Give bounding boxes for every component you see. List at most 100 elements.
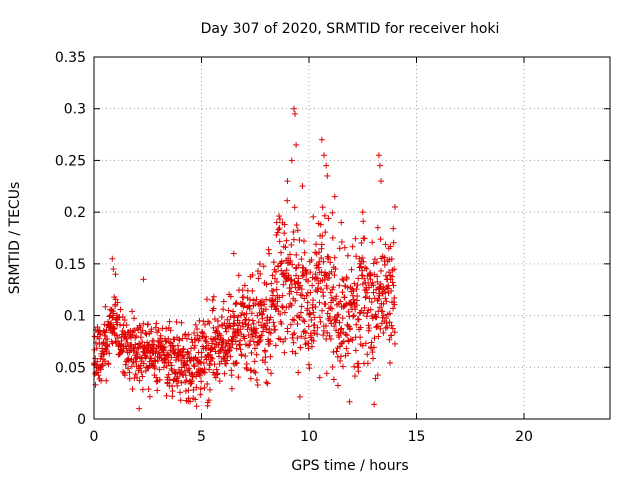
data-point <box>272 326 279 333</box>
data-point <box>266 250 273 257</box>
data-point <box>339 289 346 296</box>
data-point <box>93 345 100 352</box>
data-point <box>301 249 308 256</box>
data-point <box>206 386 213 393</box>
data-point <box>271 323 278 330</box>
data-point <box>136 405 143 412</box>
data-point <box>214 318 221 325</box>
data-point <box>137 362 144 369</box>
data-point <box>327 305 334 312</box>
data-point <box>386 256 393 263</box>
data-point <box>110 266 117 273</box>
data-point <box>331 193 338 200</box>
data-point <box>206 320 213 327</box>
data-point <box>196 371 203 378</box>
data-point <box>210 305 217 312</box>
data-point <box>221 355 228 362</box>
data-point <box>316 314 323 321</box>
data-point <box>109 255 116 262</box>
data-point <box>328 305 335 312</box>
data-point <box>377 325 384 332</box>
data-point <box>319 307 326 314</box>
data-point <box>350 296 357 303</box>
data-point <box>382 288 389 295</box>
data-point <box>364 360 371 367</box>
data-point <box>305 278 312 285</box>
data-point <box>245 321 252 328</box>
data-point <box>375 296 382 303</box>
data-point <box>344 284 351 291</box>
data-point <box>302 329 309 336</box>
data-point <box>370 355 377 362</box>
data-point <box>259 297 266 304</box>
data-point <box>105 361 112 368</box>
data-point <box>169 393 176 400</box>
data-point <box>293 251 300 258</box>
data-point <box>214 371 221 378</box>
data-point <box>370 344 377 351</box>
data-point <box>295 369 302 376</box>
data-point <box>119 313 126 320</box>
data-point <box>312 271 319 278</box>
data-point <box>330 284 337 291</box>
data-point <box>386 310 393 317</box>
data-point <box>338 219 345 226</box>
data-point <box>276 225 283 232</box>
data-point <box>151 363 158 370</box>
data-point <box>94 324 101 331</box>
data-point <box>360 218 367 225</box>
data-point <box>313 241 320 248</box>
data-point <box>294 321 301 328</box>
data-point <box>156 366 163 373</box>
data-point <box>232 301 239 308</box>
data-point <box>281 230 288 237</box>
data-point <box>243 366 250 373</box>
data-point <box>200 359 207 366</box>
data-point <box>237 346 244 353</box>
data-point <box>256 338 263 345</box>
data-point <box>206 366 213 373</box>
data-point <box>332 266 339 273</box>
data-point <box>276 294 283 301</box>
data-point <box>229 333 236 340</box>
data-point <box>382 295 389 302</box>
data-point <box>240 303 247 310</box>
data-point <box>119 348 126 355</box>
data-point <box>284 328 291 335</box>
data-point <box>153 378 160 385</box>
data-point <box>371 401 378 408</box>
data-point <box>327 336 334 343</box>
data-point <box>259 315 266 322</box>
data-point <box>197 385 204 392</box>
data-point <box>283 237 290 244</box>
data-point <box>264 380 271 387</box>
data-point <box>338 239 345 246</box>
data-point <box>308 343 315 350</box>
data-point <box>320 327 327 334</box>
data-point <box>333 293 340 300</box>
data-point <box>140 276 147 283</box>
data-point <box>351 280 358 287</box>
data-point <box>322 323 329 330</box>
data-point <box>302 341 309 348</box>
data-point <box>289 316 296 323</box>
data-point <box>278 258 285 265</box>
data-point <box>162 355 169 362</box>
data-point <box>166 339 173 346</box>
data-point <box>365 322 372 329</box>
data-point <box>287 321 294 328</box>
data-point <box>359 209 366 216</box>
y-tick-label: 0.2 <box>64 205 86 221</box>
data-point <box>249 271 256 278</box>
data-point <box>258 332 265 339</box>
data-point <box>193 373 200 380</box>
data-point <box>362 340 369 347</box>
data-point <box>225 348 232 355</box>
data-point <box>339 363 346 370</box>
data-point <box>372 375 379 382</box>
data-point <box>182 331 189 338</box>
data-point <box>346 398 353 405</box>
data-point <box>217 348 224 355</box>
data-point <box>376 162 383 169</box>
data-point <box>289 261 296 268</box>
